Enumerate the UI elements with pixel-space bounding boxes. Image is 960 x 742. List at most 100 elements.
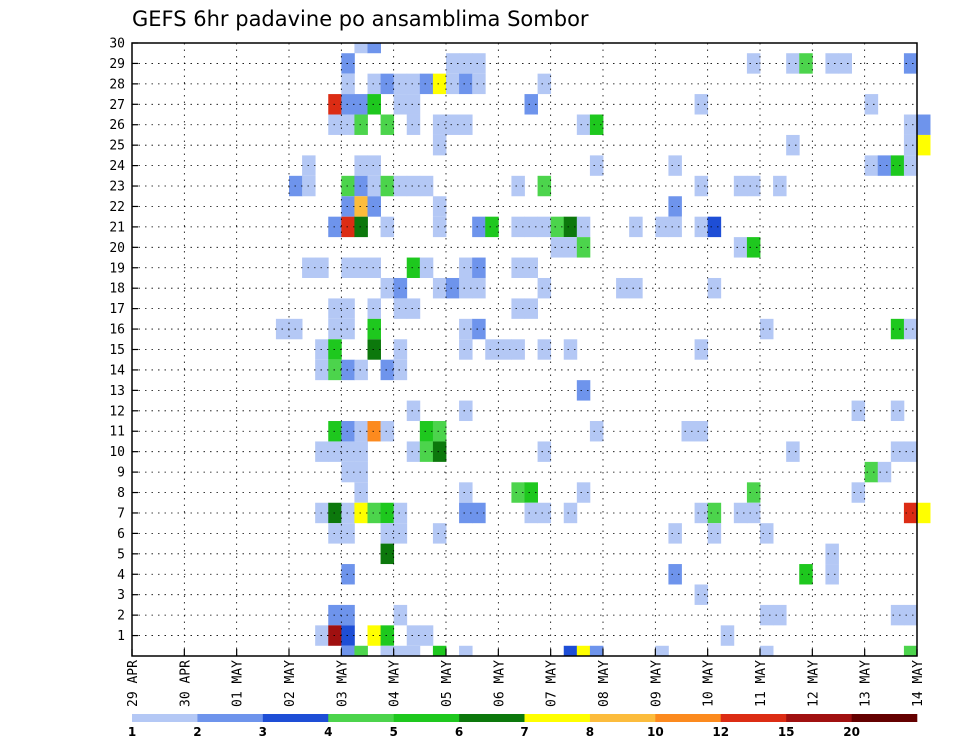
heatmap-cell (432, 196, 447, 217)
y-tick-label: 10 (109, 445, 125, 460)
heatmap-cell (524, 94, 538, 115)
x-tick-label: 14 MAY (911, 660, 926, 707)
heatmap-cell (537, 277, 552, 299)
heatmap-cell (589, 114, 604, 135)
heatmap-cell (877, 155, 892, 176)
heatmap-cell (341, 359, 355, 381)
heatmap-cell (354, 502, 368, 524)
colorbar-tick-label: 5 (389, 725, 397, 739)
heatmap-cell (406, 625, 421, 646)
y-tick-label: 19 (109, 261, 125, 276)
heatmap-cell (380, 114, 395, 135)
heatmap-cell (354, 94, 368, 115)
heatmap-cell (694, 94, 709, 115)
heatmap-cell (576, 645, 591, 656)
heatmap-cell (459, 73, 473, 95)
x-tick-label: 11 MAY (754, 660, 769, 707)
y-tick-label: 28 (109, 77, 125, 92)
heatmap-cell (459, 277, 473, 299)
heatmap-cell (354, 196, 368, 217)
y-tick-label: 29 (109, 57, 125, 72)
heatmap-cell (380, 216, 395, 238)
heatmap-cell (380, 523, 395, 544)
heatmap-cell (380, 502, 395, 524)
heatmap-cell (367, 175, 381, 197)
heatmap-cell (354, 43, 368, 54)
heatmap-cell (773, 175, 787, 197)
heatmap-cell (668, 564, 682, 585)
heatmap-cell (576, 237, 591, 258)
heatmap-cell (733, 502, 748, 524)
heatmap-cell (432, 73, 447, 95)
heatmap-cell (354, 257, 368, 278)
heatmap-cell (341, 53, 355, 74)
heatmap-cell (746, 482, 761, 503)
heatmap-cell (890, 604, 905, 626)
heatmap-cell (380, 645, 395, 656)
heatmap-cell (406, 175, 421, 197)
heatmap-cell (341, 502, 355, 524)
heatmap-cell (524, 257, 538, 278)
heatmap-cell (733, 237, 748, 258)
heatmap-cell (419, 441, 434, 462)
heatmap-cell (367, 196, 381, 217)
heatmap-cell (668, 196, 682, 217)
heatmap-cell (406, 114, 421, 135)
heatmap-cell (380, 543, 395, 565)
heatmap-cell (393, 502, 408, 524)
colorbar-tick-label: 12 (712, 725, 729, 739)
heatmap-cell (341, 114, 355, 135)
heatmap-cell (799, 564, 813, 585)
heatmap-cell (393, 604, 408, 626)
colorbar-swatch (786, 714, 852, 722)
heatmap-cell (903, 645, 918, 656)
heatmap-cell (446, 114, 460, 135)
heatmap-cell (563, 645, 578, 656)
heatmap-cell (485, 216, 499, 238)
colorbar-swatch (132, 714, 198, 722)
heatmap-cell (668, 155, 682, 176)
heatmap-cell (341, 625, 355, 646)
heatmap-cell (890, 441, 905, 462)
heatmap-cell (341, 604, 355, 626)
heatmap-cell (393, 277, 408, 299)
heatmap-cell (341, 421, 355, 442)
y-tick-label: 3 (117, 588, 125, 603)
heatmap-cell (760, 604, 774, 626)
heatmap-cell (629, 216, 643, 238)
heatmap-cell (511, 482, 525, 503)
heatmap-cell (576, 114, 591, 135)
heatmap-cell (773, 604, 787, 626)
heatmap-cell (576, 216, 591, 238)
heatmap-cell (341, 298, 355, 319)
heatmap-cell (419, 421, 434, 442)
colorbar-swatch (589, 714, 656, 722)
heatmap-cell (341, 216, 355, 238)
heatmap-cell (341, 441, 355, 462)
heatmap-cell (707, 216, 722, 238)
heatmap-cell (760, 318, 774, 340)
heatmap-cell (341, 73, 355, 95)
colorbar-swatch (459, 714, 525, 722)
y-tick-label: 24 (109, 159, 125, 174)
heatmap-cell (393, 175, 408, 197)
y-tick-label: 9 (117, 466, 125, 481)
heatmap-cell (459, 257, 473, 278)
y-tick-label: 22 (109, 200, 125, 215)
heatmap-cell (367, 339, 381, 360)
x-tick-label: 04 MAY (388, 660, 403, 707)
heatmap-cell (341, 461, 355, 483)
heatmap-cell (432, 114, 447, 135)
x-tick-label: 29 APR (126, 660, 141, 707)
colorbar-tick-label: 15 (778, 725, 795, 739)
heatmap-cell (694, 502, 709, 524)
heatmap-cell (419, 73, 434, 95)
heatmap-cell (432, 441, 447, 462)
y-tick-label: 14 (109, 363, 125, 378)
heatmap-cell (354, 175, 368, 197)
heatmap-cell (419, 625, 434, 646)
heatmap-cell (354, 421, 368, 442)
heatmap-cell (393, 359, 408, 381)
x-tick-label: 08 MAY (597, 660, 612, 707)
